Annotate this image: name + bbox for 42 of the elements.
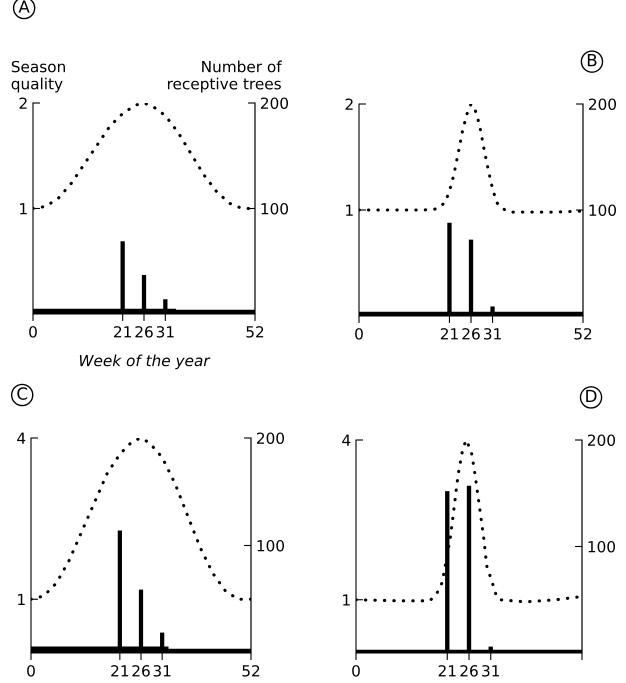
- x-tick-label: 26: [135, 326, 153, 338]
- y2-tick-label: 100: [590, 204, 616, 216]
- y-tick-label: 1: [18, 594, 25, 606]
- x-tick-label: 0: [29, 326, 37, 338]
- x-tick-label: 31: [484, 328, 501, 340]
- y-axis-title: Season quality: [12, 60, 65, 92]
- y-tick-label: 1: [20, 203, 27, 214]
- y-tick-label: 4: [342, 434, 350, 446]
- x-tick-label: 0: [352, 665, 360, 677]
- x-tick-label: 21: [111, 665, 128, 676]
- chart-title: D: [586, 390, 596, 402]
- x-tick-label: 0: [355, 328, 363, 340]
- y-tick-label: 1: [343, 594, 350, 606]
- chart-title: B: [588, 54, 596, 66]
- x-tick-label: 31: [154, 665, 170, 677]
- chart-title: A: [18, 0, 30, 13]
- y2-tick-label: 200: [256, 432, 284, 444]
- x-tick-label: 52: [242, 665, 260, 677]
- x-tick-label: 52: [574, 328, 592, 340]
- x-tick-label: 21: [440, 328, 458, 340]
- y2-tick-label: 200: [588, 98, 616, 110]
- x-tick-label: 31: [156, 326, 174, 338]
- x-tick-label: 0: [27, 665, 35, 677]
- y2-tick-label: 100: [588, 540, 616, 553]
- y-tick-label: 2: [20, 97, 27, 109]
- x-tick-label: 26: [462, 328, 480, 340]
- y2-tick-label: 100: [262, 202, 288, 215]
- y2-axis-title: Number of receptive trees: [168, 60, 282, 92]
- y-tick-label: 2: [346, 98, 353, 110]
- x-tick-label: 26: [132, 665, 150, 677]
- y2-tick-label: 100: [258, 540, 284, 552]
- y-tick-label: 4: [17, 432, 26, 444]
- chart-title: C: [17, 387, 28, 400]
- y-tick-label: 1: [346, 204, 353, 216]
- x-tick-label: 52: [246, 326, 264, 338]
- y2-tick-label: 200: [588, 434, 616, 446]
- x-tick-label: 26: [460, 665, 478, 677]
- x-tick-label: 21: [114, 326, 131, 338]
- x-axis-title: Week of the year: [80, 354, 210, 370]
- x-tick-label: 31: [482, 665, 500, 677]
- y2-tick-label: 200: [260, 97, 288, 110]
- x-tick-label: 21: [438, 665, 456, 676]
